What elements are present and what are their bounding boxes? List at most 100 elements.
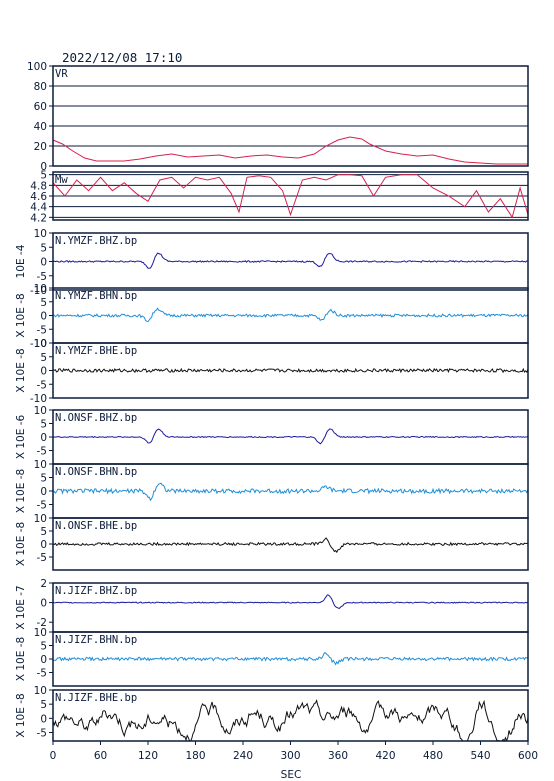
y-tick-label: 0	[40, 598, 47, 610]
y-tick-label: -5	[37, 728, 47, 740]
y-tick-label: 60	[34, 101, 47, 113]
x-tick-label: 60	[94, 750, 107, 762]
y-tick-label: 2	[40, 578, 47, 590]
y-scale-label: X 10E -6	[15, 415, 27, 460]
y-tick-label: -5	[37, 552, 47, 564]
x-tick-label: 0	[50, 750, 57, 762]
y-tick-label: 5	[40, 297, 47, 309]
y-scale-label: X 10E -8	[15, 293, 27, 337]
y-tick-label: 10	[34, 627, 47, 639]
x-tick-label: 180	[185, 750, 205, 762]
series-line-jizf-bhz	[52, 594, 529, 610]
y-tick-label: 0	[40, 486, 47, 498]
y-tick-label: 5	[40, 419, 47, 431]
y-scale-label: X 10E -7	[15, 585, 27, 629]
panel-label: N.YMZF.BHN.bp	[55, 290, 137, 302]
y-tick-label: 10	[34, 338, 47, 350]
y-tick-label: 80	[34, 81, 47, 93]
y-tick-label: 0	[40, 432, 47, 444]
y-tick-label: 10	[34, 228, 47, 240]
y-tick-label: -10	[30, 393, 47, 405]
y-tick-label: 4.8	[30, 180, 47, 192]
y-tick-label: 5	[40, 641, 47, 653]
series-line-onsf-bhe	[52, 537, 529, 554]
y-tick-label: 5	[40, 526, 47, 538]
panel-ymzf-bhe: -10 -50 5 10 N.YMZF.BHE.bp X 10E -8	[15, 338, 529, 405]
x-tick-label: 360	[328, 750, 348, 762]
panel-frame	[52, 517, 529, 571]
panel-vr: 0 20 40 60 80 100 VR	[27, 61, 529, 173]
panel-jizf-bhz: -2 0 2 N.JIZF.BHZ.bp X 10E -7	[15, 578, 529, 633]
panel-label: N.ONSF.BHE.bp	[55, 520, 137, 532]
x-tick-label: 540	[470, 750, 490, 762]
y-tick-label: 10	[34, 459, 47, 471]
y-scale-label: X 10E -8	[15, 637, 27, 681]
y-scale-label: X 10E -8	[15, 348, 27, 392]
panel-label: VR	[55, 68, 68, 80]
y-tick-label: 5	[40, 473, 47, 485]
y-tick-label: 5	[40, 170, 47, 182]
series-line-ymzf-bhn	[52, 307, 529, 323]
series-line-ymzf-bhz	[52, 252, 529, 269]
panel-jizf-bhn: -5 05 10 N.JIZF.BHN.bp X 10E -8	[15, 627, 529, 687]
y-scale-label: X 10E -8	[15, 469, 27, 513]
x-axis: 0 60 120 180 240 300 360 420 480 540 600	[50, 741, 538, 762]
x-tick-label: 480	[423, 750, 443, 762]
y-tick-label: 10	[34, 513, 47, 525]
y-tick-label: 0	[40, 161, 47, 173]
series-line-mw	[52, 174, 529, 219]
y-tick-label: -5	[37, 500, 47, 512]
y-tick-label: -5	[37, 271, 47, 283]
y-tick-label: 0	[40, 366, 47, 378]
panel-onsf-bhn: -5 05 10 N.ONSF.BHN.bp X 10E -8	[15, 459, 529, 519]
panel-frame	[52, 171, 529, 221]
y-tick-label: -2	[37, 617, 47, 629]
y-tick-label: 4.2	[30, 212, 47, 224]
y-tick-label: 0	[40, 654, 47, 666]
panel-label: N.JIZF.BHZ.bp	[55, 585, 137, 597]
panel-ymzf-bhz: -10 -5 0 5 10 N.YMZF.BHZ.bp 10E -4	[15, 228, 529, 297]
y-tick-label: 20	[34, 141, 47, 153]
panel-mw: 4.24.44.64.85 Mw	[30, 170, 529, 224]
panel-label: Mw	[55, 174, 68, 186]
y-tick-label: 0	[40, 311, 47, 323]
series-line-onsf-bhn	[52, 482, 529, 502]
panel-label: N.ONSF.BHN.bp	[55, 466, 137, 478]
panel-label: N.ONSF.BHZ.bp	[55, 412, 137, 424]
panel-onsf-bhz: -5 05 10 N.ONSF.BHZ.bp X 10E -6	[15, 405, 529, 465]
y-tick-label: -10	[30, 285, 47, 297]
timestamp-header: 2022/12/08 17:10	[62, 50, 182, 65]
x-tick-label: 240	[233, 750, 253, 762]
y-tick-label: 10	[34, 283, 47, 295]
panel-frame	[52, 65, 529, 167]
y-tick-label: 0	[40, 257, 47, 269]
x-axis-label: SEC	[281, 769, 302, 781]
series-line-vr	[52, 136, 528, 165]
x-tick-label: 420	[375, 750, 395, 762]
series-line-ymzf-bhe	[52, 367, 529, 374]
y-tick-label: 100	[27, 61, 47, 73]
x-tick-label: 120	[138, 750, 158, 762]
y-tick-label: 10	[34, 405, 47, 417]
y-tick-label: 5	[40, 352, 47, 364]
x-tick-label: 300	[280, 750, 300, 762]
y-tick-label: -5	[37, 379, 47, 391]
panel-label: N.YMZF.BHE.bp	[55, 345, 137, 357]
panel-frame	[52, 232, 529, 291]
panel-label: N.JIZF.BHE.bp	[55, 692, 137, 704]
series-line-jizf-bhn	[52, 651, 529, 666]
y-tick-label: -5	[37, 668, 47, 680]
y-scale-label: X 10E -8	[15, 522, 27, 566]
y-tick-label: -5	[37, 324, 47, 336]
y-tick-label: 4.6	[30, 191, 47, 203]
y-tick-label: 0	[40, 713, 47, 725]
y-tick-label: 0	[40, 539, 47, 551]
panel-frame	[52, 631, 529, 687]
y-tick-label: 5	[40, 242, 47, 254]
panel-label: N.JIZF.BHN.bp	[55, 634, 137, 646]
y-scale-label: 10E -4	[15, 244, 27, 278]
panel-ymzf-bhn: -10 -50 5 10 N.YMZF.BHN.bp X 10E -8	[15, 283, 529, 350]
y-tick-label: -5	[37, 446, 47, 458]
